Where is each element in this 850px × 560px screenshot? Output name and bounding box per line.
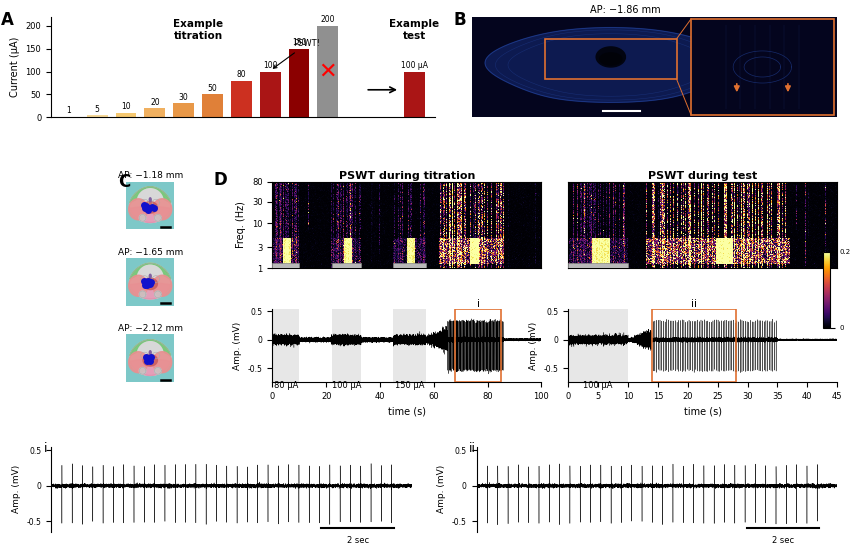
Bar: [332, 309, 361, 382]
Polygon shape: [128, 352, 148, 373]
Bar: [260, 72, 281, 117]
Text: 20: 20: [150, 97, 160, 106]
Text: 100 µA: 100 µA: [332, 381, 361, 390]
Polygon shape: [129, 186, 171, 222]
Text: 5: 5: [94, 105, 99, 114]
Text: 200: 200: [320, 15, 335, 24]
Polygon shape: [128, 199, 148, 220]
Text: ii: ii: [691, 299, 697, 309]
Y-axis label: Amp. (mV): Amp. (mV): [529, 321, 538, 370]
Y-axis label: Amp. (mV): Amp. (mV): [12, 465, 21, 514]
Text: 10: 10: [122, 102, 131, 111]
Text: 100: 100: [263, 60, 277, 69]
Polygon shape: [139, 367, 146, 374]
Text: PSWT!: PSWT!: [274, 39, 320, 68]
Text: AP: −1.18 mm: AP: −1.18 mm: [117, 171, 183, 180]
Bar: [652, 309, 735, 382]
Bar: [545, 39, 677, 79]
Text: Example
titration: Example titration: [173, 19, 224, 41]
Bar: [332, 263, 361, 268]
Bar: [202, 94, 223, 117]
Polygon shape: [150, 351, 151, 354]
Bar: [272, 309, 299, 382]
Text: i: i: [44, 442, 48, 455]
Polygon shape: [129, 340, 171, 375]
Polygon shape: [485, 27, 736, 102]
Polygon shape: [130, 263, 171, 279]
Polygon shape: [153, 352, 172, 373]
Text: B: B: [454, 11, 467, 29]
Bar: [317, 26, 338, 117]
Polygon shape: [143, 278, 157, 290]
Bar: [569, 309, 628, 382]
Polygon shape: [155, 291, 162, 298]
Polygon shape: [153, 275, 172, 296]
X-axis label: time (s): time (s): [683, 407, 722, 417]
Polygon shape: [130, 340, 171, 356]
Bar: [272, 263, 299, 268]
Bar: [173, 104, 194, 117]
Text: 50: 50: [207, 83, 218, 92]
Bar: [116, 113, 136, 117]
Text: 150: 150: [292, 38, 306, 47]
Bar: [144, 108, 165, 117]
Bar: [231, 81, 252, 117]
Text: 100 µA: 100 µA: [583, 381, 613, 390]
Text: AP: −1.65 mm: AP: −1.65 mm: [117, 248, 183, 256]
Text: 2 sec: 2 sec: [772, 535, 794, 544]
Text: i: i: [477, 299, 479, 309]
Polygon shape: [153, 199, 172, 220]
Bar: [404, 72, 425, 117]
Polygon shape: [155, 367, 162, 374]
Title: PSWT during titration: PSWT during titration: [338, 171, 475, 181]
Polygon shape: [130, 186, 171, 203]
Text: AP: −2.12 mm: AP: −2.12 mm: [118, 324, 183, 333]
Polygon shape: [139, 291, 146, 298]
Text: 2 sec: 2 sec: [347, 535, 369, 544]
Polygon shape: [596, 47, 626, 67]
Text: AP: −1.86 mm: AP: −1.86 mm: [590, 5, 660, 15]
Text: 30: 30: [178, 92, 189, 102]
Text: A: A: [1, 11, 14, 29]
Text: 100 μA: 100 μA: [401, 60, 428, 69]
Polygon shape: [150, 198, 151, 202]
Bar: [456, 309, 501, 382]
Polygon shape: [143, 354, 157, 366]
Polygon shape: [130, 358, 171, 375]
Text: ✕: ✕: [319, 62, 337, 82]
Polygon shape: [143, 202, 157, 213]
Bar: [87, 115, 107, 117]
Bar: [394, 309, 426, 382]
Bar: [691, 19, 834, 115]
X-axis label: time (s): time (s): [388, 407, 426, 417]
Y-axis label: Current (μA): Current (μA): [10, 37, 20, 97]
Polygon shape: [129, 263, 171, 299]
Polygon shape: [155, 214, 162, 221]
Polygon shape: [128, 275, 148, 296]
Y-axis label: Freq. (Hz): Freq. (Hz): [236, 202, 246, 249]
Polygon shape: [130, 282, 171, 299]
Polygon shape: [150, 274, 151, 278]
Polygon shape: [600, 53, 621, 65]
Text: 1: 1: [66, 106, 71, 115]
Y-axis label: Amp. (mV): Amp. (mV): [438, 465, 446, 514]
Text: C: C: [118, 173, 130, 191]
Polygon shape: [139, 214, 146, 221]
Text: D: D: [213, 171, 227, 189]
Bar: [394, 263, 426, 268]
Text: 80 µA: 80 µA: [274, 381, 298, 390]
Title: PSWT during test: PSWT during test: [649, 171, 757, 181]
Text: Example
test: Example test: [389, 19, 439, 41]
Y-axis label: Amp. (mV): Amp. (mV): [233, 321, 242, 370]
Bar: [569, 263, 628, 268]
Text: ii: ii: [469, 442, 476, 455]
Text: 80: 80: [236, 70, 246, 79]
Bar: [289, 49, 309, 117]
Text: 150 µA: 150 µA: [394, 381, 424, 390]
Polygon shape: [130, 206, 171, 222]
